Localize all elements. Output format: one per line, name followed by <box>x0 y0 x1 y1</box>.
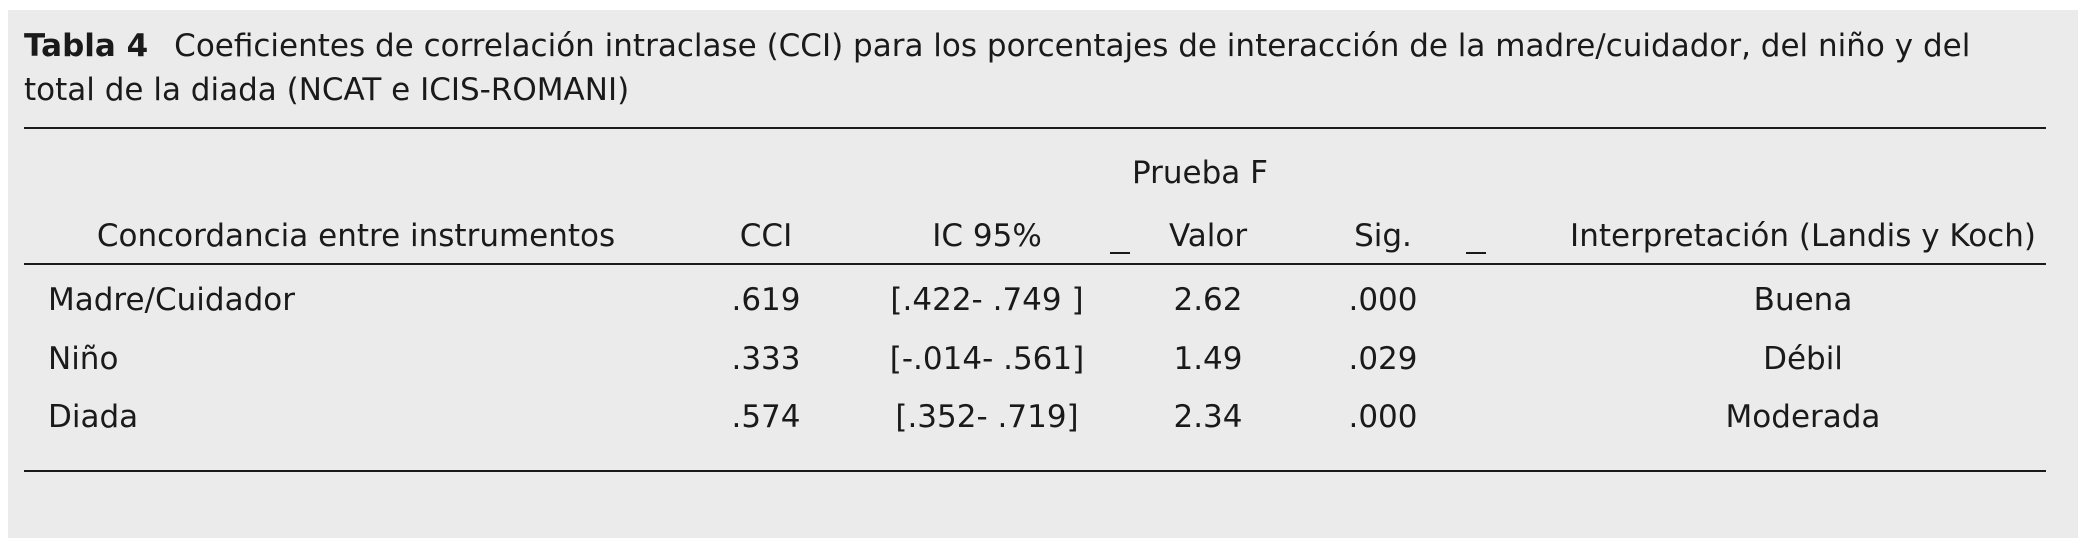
row-label-nino: Niño <box>48 341 119 377</box>
row-madre-interp: Buena <box>1753 282 1853 318</box>
row-label-diada: Diada <box>48 399 139 435</box>
caption-line-1: Coeficientes de correlación intraclase (… <box>174 28 1971 64</box>
col-header-interpretacion: Interpretación (Landis y Koch) <box>1570 218 2036 254</box>
table-caption: Tabla 4 Coeficientes de correlación intra… <box>24 24 2044 112</box>
row-diada-interp: Moderada <box>1725 399 1881 435</box>
row-diada-cci: .574 <box>731 399 801 435</box>
row-madre-cci: .619 <box>731 282 801 318</box>
row-madre-valor: 2.62 <box>1173 282 1243 318</box>
row-diada-sig: .000 <box>1348 399 1418 435</box>
col-header-sig: Sig. <box>1354 218 1412 254</box>
row-nino-valor: 1.49 <box>1173 341 1243 377</box>
col-header-cci: CCI <box>739 218 793 254</box>
row-diada-ic: [.352- .719] <box>895 399 1079 435</box>
group-span-tick-left <box>1110 252 1130 254</box>
col-header-valor: Valor <box>1168 218 1248 254</box>
col-header-ic: IC 95% <box>932 218 1042 254</box>
caption-line-2: total de la diada (NCAT e ICIS-ROMANI) <box>24 72 630 108</box>
col-header-concordancia: Concordancia entre instrumentos <box>96 218 616 254</box>
group-header-prueba-f: Prueba F <box>1132 155 1268 191</box>
table-panel <box>8 10 2078 538</box>
row-nino-ic: [-.014- .561] <box>889 341 1085 377</box>
row-madre-sig: .000 <box>1348 282 1418 318</box>
row-nino-sig: .029 <box>1348 341 1418 377</box>
row-label-madre: Madre/Cuidador <box>48 282 295 318</box>
row-nino-cci: .333 <box>731 341 801 377</box>
table-number: Tabla 4 <box>24 28 149 64</box>
header-rule <box>24 263 2046 265</box>
row-diada-valor: 2.34 <box>1173 399 1243 435</box>
bottom-rule <box>24 470 2046 472</box>
row-nino-interp: Débil <box>1763 341 1843 377</box>
top-rule <box>24 127 2046 129</box>
row-madre-ic: [.422- .749 ] <box>890 282 1084 318</box>
group-span-tick-right <box>1466 252 1486 254</box>
